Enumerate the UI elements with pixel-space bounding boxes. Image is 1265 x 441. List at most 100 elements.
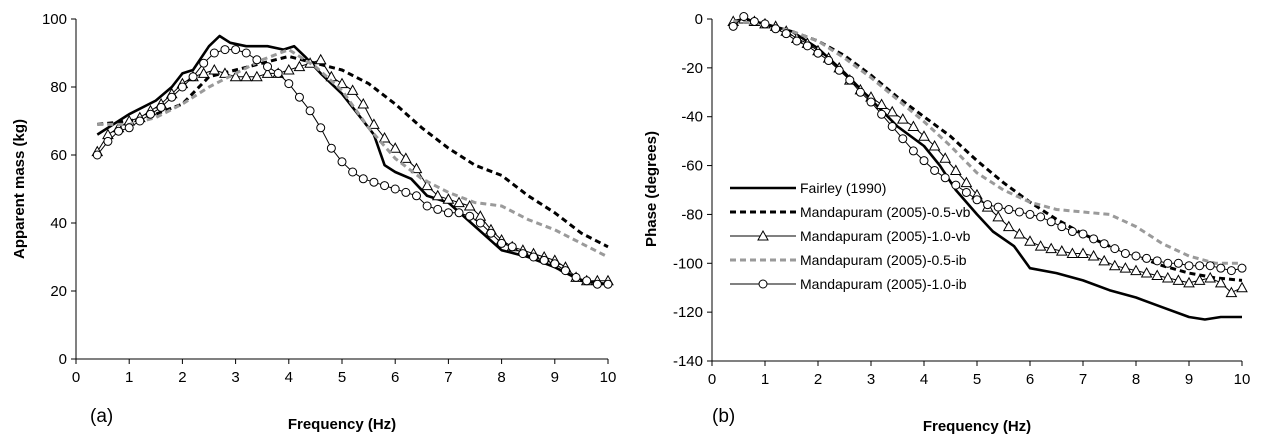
x-tick-label: 8 [1132,371,1140,388]
series-4-point [188,72,198,82]
x-tick-label: 4 [285,369,293,386]
series-2-point [453,196,465,208]
series-2-point [240,70,253,82]
panel-a-apparent-mass-chart: 0 1 2 3 4 5 6 7 8 9 10 0 20 40 60 80 100 Frequency (Hz)… [11,11,616,433]
series-4-point [475,218,485,228]
series-2-point [378,131,391,143]
series-2-point [1225,286,1238,298]
x-tick-label: 8 [497,369,505,386]
panel-b-x-axis-label: Frequency (Hz) [923,418,1031,435]
legend-marker-2 [757,229,769,241]
series-2-point [1108,259,1121,271]
series-4-point [1226,266,1236,276]
panel-b-phase-chart: 0 1 2 3 4 5 6 7 8 9 10 0 -20 -40 -60 -80 -100 -120 -140 F… [643,11,1250,435]
series-2-point [939,152,952,163]
series-4-point [209,48,219,58]
series-2-point [1140,267,1153,278]
series-2-point [336,77,348,89]
series-4-point [961,187,971,197]
x-tick-label: 9 [551,369,559,386]
series-4-point [1025,209,1035,219]
series-2-point [314,53,327,65]
series-4-point [1004,205,1014,215]
series-4-point [1110,244,1120,254]
legend: Fairley (1990) Mandapuram (2005)-0.5-vb Ma… [730,180,971,292]
series-2-point [960,176,973,188]
series-4-point [518,249,528,259]
series-2-point [357,97,370,109]
series-4-point [845,75,855,85]
x-tick-label: 2 [178,369,186,386]
series-2-point [896,113,909,124]
y-tick-label: -140 [673,353,703,370]
series-2-point [1098,254,1111,266]
series-2-point [251,70,263,82]
y-tick-label: 0 [59,351,67,368]
series-4-point [380,181,390,191]
series-4-point [1120,249,1130,259]
series-4-point [390,184,400,194]
series-2-point [1045,242,1058,254]
series-2-point [928,139,941,151]
series-4-point [454,208,464,218]
series-2-point [1204,271,1217,283]
y-tick-label: -80 [681,206,703,223]
series-2-point [399,152,412,163]
y-tick-label: -20 [681,60,703,77]
series-4-point [1014,207,1024,217]
y-tick-label: 0 [695,11,703,28]
series-2-point [907,120,920,131]
series-4-point [877,109,887,119]
series-4-point [1131,251,1141,261]
series-4-point [220,45,230,55]
panel-a-series [91,34,614,289]
series-4-point [739,12,749,22]
legend-label-1: Mandapuram (2005)-0.5-vb [800,204,971,220]
series-4-point [1046,217,1056,227]
series-2-point [949,164,962,175]
series-4-point [1099,239,1109,249]
series-4-point [156,102,166,112]
series-4-point [771,24,781,34]
x-tick-label: 1 [125,369,133,386]
series-4-point [433,204,443,214]
x-tick-label: 6 [1026,371,1034,388]
series-2-point [1034,240,1047,251]
series-2-point [918,130,930,141]
series-2-point [219,67,231,78]
legend-marker-4 [758,279,768,289]
series-4-point [898,134,908,144]
series-4-point [728,21,738,31]
x-tick-label: 3 [867,371,875,388]
x-tick-label: 1 [761,371,769,388]
series-4-point [993,202,1003,212]
series-4-point [177,82,187,92]
series-line-0 [96,34,609,286]
x-tick-label: 10 [1234,371,1251,388]
series-4-point [919,156,929,166]
series-4-point [124,123,134,133]
series-line-0 [732,17,1242,321]
series-2-point [1119,262,1132,273]
series-2-point [992,210,1005,222]
y-tick-label: 20 [50,283,67,300]
series-4-point [940,173,950,183]
series-2-point [261,67,274,78]
series-4-point [348,167,358,177]
series-4-point [866,97,876,107]
series-2-point [197,67,210,78]
series-4-point [1089,234,1099,244]
legend-label-2: Mandapuram (2005)-1.0-vb [800,228,971,244]
series-2-point [421,179,433,191]
panel-a-y-ticks: 0 20 40 60 80 100 [42,11,76,368]
y-tick-label: -60 [681,158,703,175]
series-2-point [1236,281,1248,293]
series-4-point [760,19,770,29]
series-4-point [1173,258,1183,268]
series-4-point [550,259,560,269]
series-4-point [603,279,613,289]
x-tick-label: 7 [1079,371,1087,388]
series-4-point [834,65,844,75]
series-4-point [273,68,283,78]
